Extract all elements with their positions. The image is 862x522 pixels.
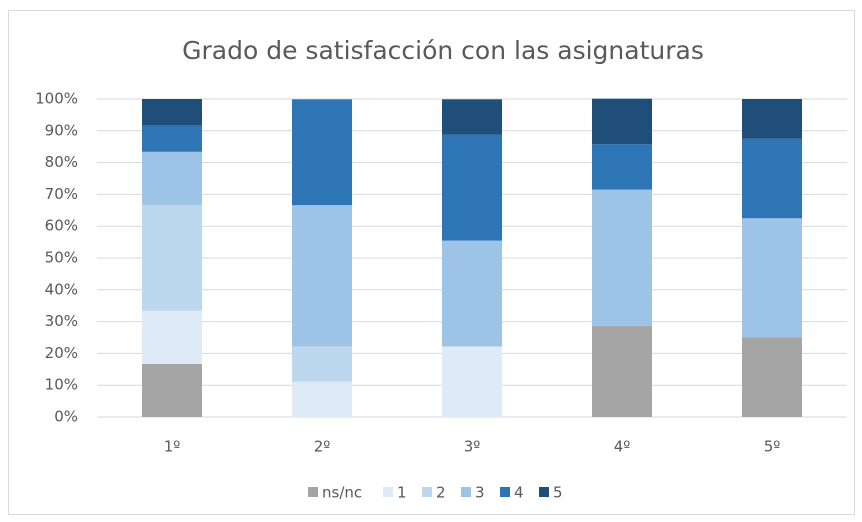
chart-border (8, 10, 855, 515)
x-tick-label: 1º (164, 438, 181, 456)
y-tick-label: 0% (54, 408, 78, 426)
y-tick-label: 60% (45, 217, 78, 235)
y-tick-label: 30% (45, 312, 78, 330)
legend-swatch (539, 487, 549, 497)
legend-swatch (308, 487, 318, 497)
y-tick-label: 50% (45, 249, 78, 267)
bar-segment (592, 144, 652, 190)
y-tick-label: 20% (45, 344, 78, 362)
bar-segment (742, 99, 802, 139)
bar-segment (142, 204, 202, 311)
bar-segment (592, 326, 652, 417)
bar-segment (142, 310, 202, 364)
bar-segment (292, 346, 352, 382)
x-tick-label: 5º (764, 438, 781, 456)
y-tick-label: 100% (35, 90, 78, 108)
bar-segment (742, 218, 802, 338)
x-tick-label: 3º (464, 438, 481, 456)
y-tick-label: 10% (45, 376, 78, 394)
bar-segment (442, 134, 502, 241)
legend-label: 5 (553, 484, 563, 502)
bar-segment (592, 98, 652, 145)
legend-swatch (422, 487, 432, 497)
bar-segment (142, 99, 202, 126)
x-tick-label: 2º (314, 438, 331, 456)
y-tick-label: 70% (45, 185, 78, 203)
legend-label: 1 (397, 484, 407, 502)
legend-label: 3 (475, 484, 485, 502)
y-tick-label: 90% (45, 121, 78, 139)
bar-segment (742, 138, 802, 219)
bar-segment (142, 363, 202, 417)
x-tick-label: 4º (614, 438, 631, 456)
bar-segment (292, 205, 352, 347)
legend-label: 2 (436, 484, 446, 502)
bar-segment (142, 151, 202, 205)
bar-segment (442, 99, 502, 135)
bar-segment (592, 189, 652, 327)
bar-segment (442, 346, 502, 417)
legend-swatch (461, 487, 471, 497)
legend-label: 4 (514, 484, 524, 502)
bar-segment (142, 125, 202, 152)
y-tick-label: 80% (45, 153, 78, 171)
bar-segment (292, 99, 352, 206)
legend-swatch (383, 487, 393, 497)
legend-label: ns/nc (322, 484, 362, 502)
chart-title: Grado de satisfacción con las asignatura… (182, 36, 704, 65)
y-tick-label: 40% (45, 280, 78, 298)
legend-swatch (500, 487, 510, 497)
bar-segment (292, 381, 352, 417)
bar-segment (742, 337, 802, 417)
bar-segment (442, 240, 502, 347)
